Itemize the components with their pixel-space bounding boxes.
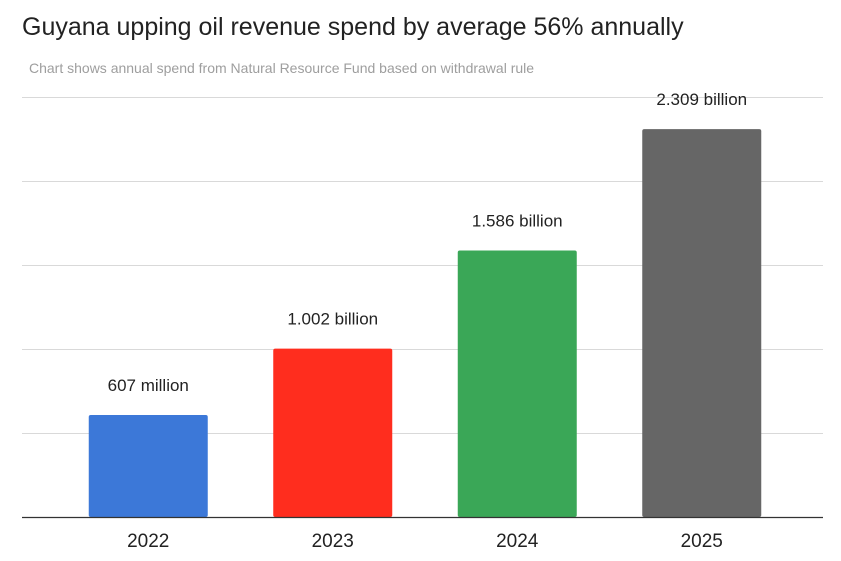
- chart-subtitle: Chart shows annual spend from Natural Re…: [29, 60, 535, 76]
- bar-2023: [273, 348, 393, 517]
- x-tick-label-2023: 2023: [312, 531, 354, 552]
- bars: [88, 129, 762, 517]
- bar-2024: [457, 250, 577, 517]
- bar-value-label-2024: 1.586 billion: [472, 212, 563, 231]
- bar-value-label-2025: 2.309 billion: [656, 90, 747, 109]
- x-tick-label-2022: 2022: [127, 531, 169, 552]
- bar-value-label-2023: 1.002 billion: [287, 310, 378, 329]
- bar-2025: [642, 129, 762, 517]
- bar-2022: [88, 415, 208, 517]
- x-tick-label-2024: 2024: [496, 531, 539, 552]
- bar-value-labels: 607 million 1.002 billion 1.586 billion 2.3…: [108, 90, 748, 395]
- x-axis: 2022 2023 2024 2025: [22, 516, 823, 552]
- bar-value-label-2022: 607 million: [108, 376, 189, 395]
- x-tick-label-2025: 2025: [681, 531, 723, 552]
- chart-title: Guyana upping oil revenue spend by avera…: [22, 13, 684, 41]
